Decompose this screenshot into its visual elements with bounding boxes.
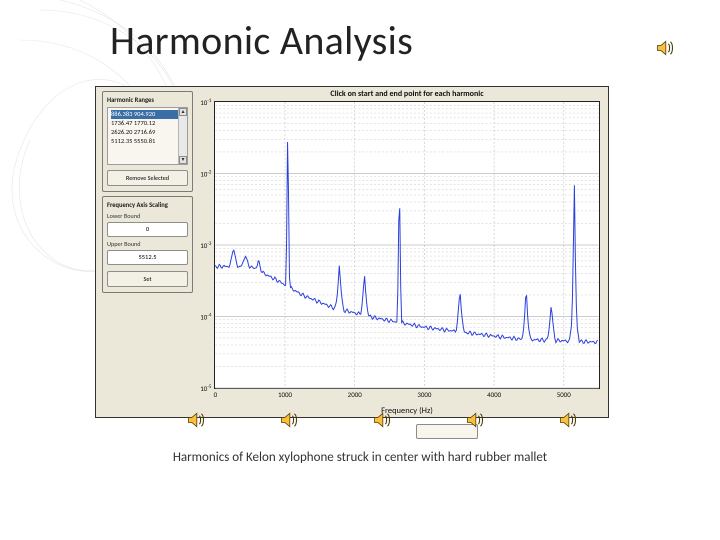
svg-text:3000: 3000	[417, 390, 432, 399]
harmonic-ranges-panel: Harmonic Ranges 886.383 904.9201736.47 1…	[102, 91, 193, 192]
svg-text:10-1: 10-1	[200, 98, 212, 107]
upper-bound-field[interactable]: 5512.5	[107, 250, 188, 265]
range-row[interactable]: 1736.47 1770.12	[111, 119, 184, 128]
scaling-title: Frequency Axis Scaling	[107, 201, 188, 209]
lower-bound-field[interactable]: 0	[107, 222, 188, 237]
plot-title: Click on start and end point for each ha…	[214, 89, 600, 99]
harmonic-figure: Harmonic Ranges 886.383 904.9201736.47 1…	[95, 86, 609, 418]
svg-text:10-2: 10-2	[200, 169, 212, 178]
svg-text:0: 0	[214, 390, 218, 399]
sound-icon[interactable]	[558, 410, 578, 435]
plot-area: 01000200030004000500010-510-410-310-210-…	[214, 101, 600, 389]
ranges-list[interactable]: 886.383 904.9201736.47 1770.122626.20 27…	[107, 107, 188, 165]
sound-icon[interactable]	[279, 410, 299, 435]
set-button[interactable]: Set	[107, 271, 188, 287]
svg-text:2000: 2000	[348, 390, 363, 399]
sound-icon[interactable]	[372, 410, 392, 435]
range-row[interactable]: 2626.20 2716.69	[111, 128, 184, 137]
freq-scaling-panel: Frequency Axis Scaling Lower Bound 0 Upp…	[102, 196, 193, 293]
sound-icon[interactable]	[465, 410, 485, 435]
range-row[interactable]: 886.383 904.920	[111, 110, 184, 119]
scrollbar[interactable]: ▴ ▾	[178, 108, 187, 164]
svg-text:4000: 4000	[487, 390, 502, 399]
sound-icon[interactable]	[655, 38, 675, 63]
side-panel: Harmonic Ranges 886.383 904.9201736.47 1…	[102, 91, 193, 293]
scroll-down-icon[interactable]: ▾	[179, 156, 187, 164]
upper-bound-label: Upper Bound	[107, 240, 188, 248]
sound-icon[interactable]	[186, 410, 206, 435]
remove-selected-button[interactable]: Remove Selected	[107, 170, 188, 186]
scroll-up-icon[interactable]: ▴	[179, 108, 187, 116]
svg-text:10-3: 10-3	[200, 241, 212, 250]
svg-text:5000: 5000	[557, 390, 572, 399]
ranges-title: Harmonic Ranges	[107, 96, 188, 104]
svg-text:1000: 1000	[278, 390, 293, 399]
range-row[interactable]: 5112.35 5550.81	[111, 137, 184, 146]
lower-bound-label: Lower Bound	[107, 212, 188, 220]
page-title: Harmonic Analysis	[110, 16, 413, 65]
svg-text:10-5: 10-5	[200, 384, 212, 393]
sound-icon-row	[186, 410, 578, 435]
caption: Harmonics of Kelon xylophone struck in c…	[0, 450, 720, 465]
svg-text:10-4: 10-4	[200, 312, 212, 321]
